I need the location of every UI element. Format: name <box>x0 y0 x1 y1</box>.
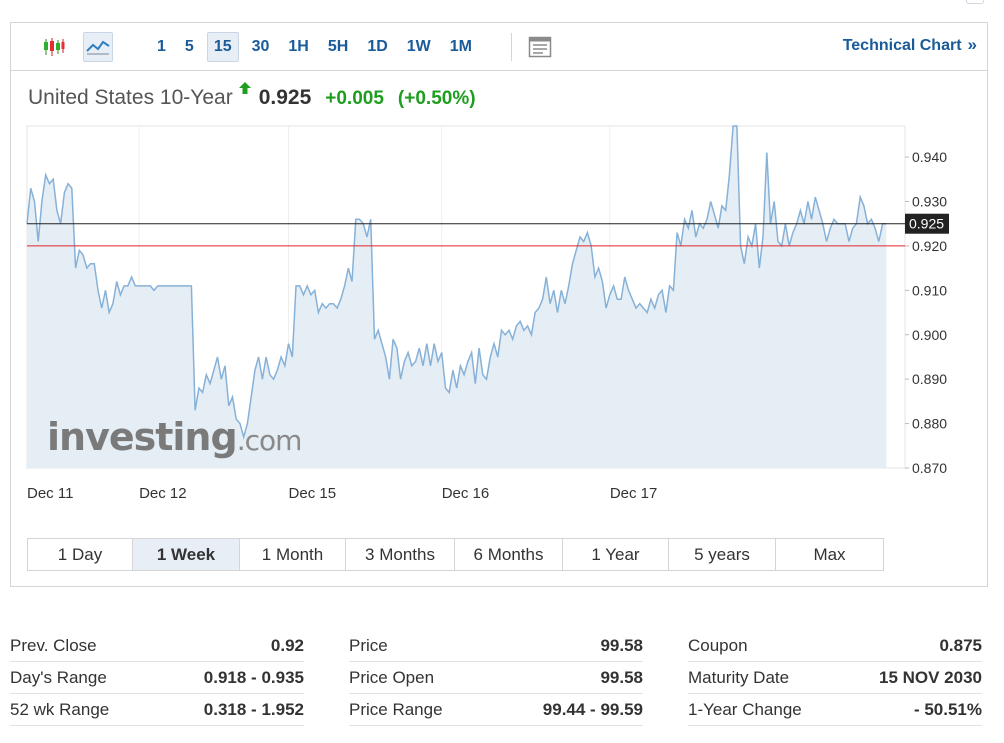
stat-row: Price 99.58 <box>349 630 643 662</box>
interval-5[interactable]: 5 <box>184 38 194 55</box>
stat-value: 0.318 - 1.952 <box>203 699 304 719</box>
range-3-months[interactable]: 3 Months <box>346 539 455 570</box>
stats-column-2: Price 99.58 Price Open 99.58 Price Range 99… <box>349 630 643 726</box>
double-chevron-right-icon: » <box>967 35 977 54</box>
stat-value: 0.92 <box>270 635 304 655</box>
stat-value: 99.58 <box>600 667 643 687</box>
stat-row: 52 wk Range 0.318 - 1.952 <box>10 694 304 726</box>
x-tick-label: Dec 16 <box>442 485 490 502</box>
range-1-year[interactable]: 1 Year <box>563 539 669 570</box>
stats-column-1: Prev. Close 0.92 Day's Range 0.918 - 0.935… <box>10 630 304 726</box>
stat-label: Price <box>349 635 388 655</box>
y-tick-label: 0.910 <box>912 282 947 298</box>
y-tick-label: 0.900 <box>912 327 947 343</box>
interval-selector: 1 5 15 30 1H 5H 1D 1W 1M <box>151 32 485 62</box>
investing-logo: investing.com <box>47 415 302 459</box>
series-area <box>27 126 887 468</box>
line-chart-icon[interactable] <box>83 32 113 62</box>
stat-row: Maturity Date 15 NOV 2030 <box>688 662 982 694</box>
chart-toolbar: 1 5 15 30 1H 5H 1D 1W 1M Technical Chart… <box>11 23 987 71</box>
interval-5h[interactable]: 5H <box>327 38 349 55</box>
stat-value: 99.58 <box>600 635 643 655</box>
technical-chart-label: Technical Chart <box>842 37 962 54</box>
stat-label: Maturity Date <box>688 667 790 687</box>
last-price: 0.925 <box>258 86 312 109</box>
interval-1d[interactable]: 1D <box>367 38 388 55</box>
stat-label: Coupon <box>688 635 748 655</box>
y-tick-label: 0.920 <box>912 238 947 254</box>
y-tick-label: 0.940 <box>912 149 947 165</box>
interval-1h[interactable]: 1H <box>288 38 309 55</box>
candlestick-icon[interactable] <box>39 32 69 62</box>
y-tick-label: 0.880 <box>912 416 947 432</box>
stat-row: 1-Year Change - 50.51% <box>688 694 982 726</box>
price-change: +0.005 <box>325 88 384 109</box>
x-tick-label: Dec 15 <box>289 485 337 502</box>
interval-30[interactable]: 30 <box>251 38 270 55</box>
interval-15[interactable]: 15 <box>206 32 239 62</box>
x-tick-label: Dec 17 <box>610 485 658 502</box>
stat-label: Price Open <box>349 667 435 687</box>
y-tick-label: 0.870 <box>912 460 947 476</box>
stat-value: 99.44 - 99.59 <box>542 699 643 719</box>
stat-label: Price Range <box>349 699 443 719</box>
stat-row: Price Range 99.44 - 99.59 <box>349 694 643 726</box>
stat-label: 1-Year Change <box>688 699 802 719</box>
stat-row: Day's Range 0.918 - 0.935 <box>10 662 304 694</box>
range-1-day[interactable]: 1 Day <box>28 539 133 570</box>
data-table-icon[interactable] <box>525 32 555 62</box>
y-tick-label: 0.930 <box>912 194 947 210</box>
time-range-selector: 1 Day 1 Week 1 Month 3 Months 6 Months 1… <box>27 538 884 571</box>
up-arrow-icon <box>238 81 251 99</box>
stat-value: 0.875 <box>939 635 982 655</box>
price-chart[interactable]: 0.940 0.930 0.920 0.910 0.900 0.890 0.880 0.870… <box>11 123 987 513</box>
stat-label: Day's Range <box>10 667 107 687</box>
stat-row: Prev. Close 0.92 <box>10 630 304 662</box>
technical-chart-link[interactable]: Technical Chart » <box>843 35 977 55</box>
current-price-badge <box>905 213 949 234</box>
stat-value: 15 NOV 2030 <box>878 667 982 687</box>
stat-row: Coupon 0.875 <box>688 630 982 662</box>
toolbar-divider <box>511 33 512 61</box>
range-5-years[interactable]: 5 years <box>669 539 776 570</box>
stat-label: Prev. Close <box>10 635 97 655</box>
interval-1m[interactable]: 1M <box>449 38 472 55</box>
range-max[interactable]: Max <box>813 544 846 564</box>
interval-1w[interactable]: 1W <box>406 38 431 55</box>
y-tick-label: 0.890 <box>912 371 947 387</box>
stat-row: Price Open 99.58 <box>349 662 643 694</box>
range-1-month[interactable]: 1 Month <box>240 539 346 570</box>
current-price-label: 0.925 <box>909 216 944 232</box>
instrument-name: United States 10-Year <box>28 86 233 109</box>
range-1-week[interactable]: 1 Week <box>133 539 240 570</box>
chart-widget: 1 5 15 30 1H 5H 1D 1W 1M Technical Chart… <box>10 22 988 587</box>
bond-stats: Prev. Close 0.92 Day's Range 0.918 - 0.935… <box>0 630 1004 730</box>
stat-label: 52 wk Range <box>10 699 110 719</box>
series-line <box>26 125 887 440</box>
stat-value: 0.918 - 0.935 <box>203 667 304 687</box>
corner-tab <box>966 0 984 4</box>
stat-value: - 50.51% <box>913 699 982 719</box>
price-change-percent: (+0.50%) <box>397 88 476 109</box>
range-6-months[interactable]: 6 Months <box>455 539 563 570</box>
interval-1[interactable]: 1 <box>157 38 166 55</box>
x-tick-label: Dec 12 <box>139 485 187 502</box>
x-tick-label: Dec 11 <box>27 485 73 502</box>
quote-header: United States 10-Year 0.925 +0.005 (+0.5… <box>28 82 476 110</box>
stats-column-3: Coupon 0.875 Maturity Date 15 NOV 2030 1-Y… <box>688 630 982 726</box>
